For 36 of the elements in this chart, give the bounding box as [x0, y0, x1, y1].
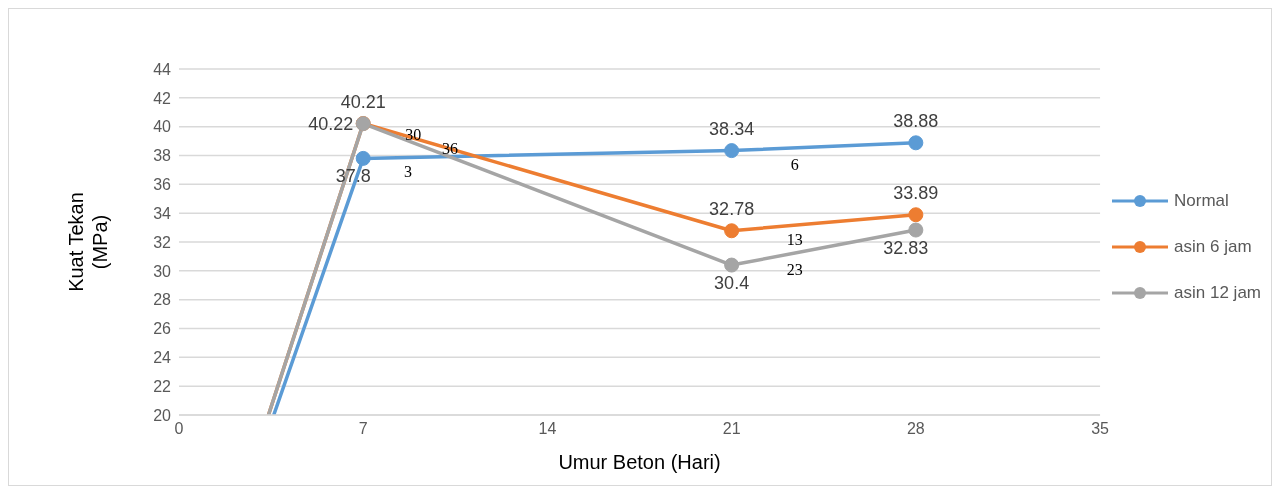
data-label: 40.22 [308, 114, 354, 135]
y-tick-label: 38 [153, 147, 172, 165]
data-label: 30.4 [714, 273, 750, 294]
x-tick-label: 21 [722, 420, 741, 438]
y-tick-label: 30 [153, 262, 172, 280]
data-label: 38.34 [709, 118, 755, 139]
data-label: 32.83 [883, 238, 929, 259]
y-tick-label: 22 [153, 377, 172, 395]
x-tick-label: 0 [174, 420, 184, 438]
y-tick-label: 44 [153, 60, 172, 78]
data-label: 32.78 [709, 198, 755, 219]
y-tick-label: 28 [153, 291, 172, 309]
annotation: 3 [403, 163, 412, 181]
y-tick-label: 36 [153, 176, 172, 194]
y-tick-label: 32 [153, 233, 172, 251]
annotation: 6 [790, 155, 799, 173]
data-label: 38.88 [893, 110, 939, 131]
x-tick-label: 28 [906, 420, 925, 438]
y-axis-title: Kuat Tekan (MPa) [65, 192, 111, 292]
legend-label: asin 6 jam [1174, 237, 1252, 257]
y-tick-label: 34 [153, 204, 172, 222]
legend-label: asin 12 jam [1174, 283, 1261, 303]
legend-label: Normal [1174, 191, 1229, 211]
y-tick-label: 24 [153, 349, 172, 367]
data-label: 40.21 [340, 91, 386, 112]
x-tick-label: 14 [538, 420, 557, 438]
x-tick-label: 7 [358, 420, 368, 438]
data-label: 33.89 [893, 182, 939, 203]
y-tick-label: 40 [153, 118, 172, 136]
y-tick-label: 20 [153, 406, 172, 424]
y-tick-label: 26 [153, 320, 172, 338]
x-axis-title: Umur Beton (Hari) [558, 451, 721, 473]
x-tick-label: 35 [1091, 420, 1110, 438]
y-tick-label: 42 [153, 89, 172, 107]
annotation: 13 [786, 230, 803, 248]
annotation: 23 [786, 261, 803, 279]
